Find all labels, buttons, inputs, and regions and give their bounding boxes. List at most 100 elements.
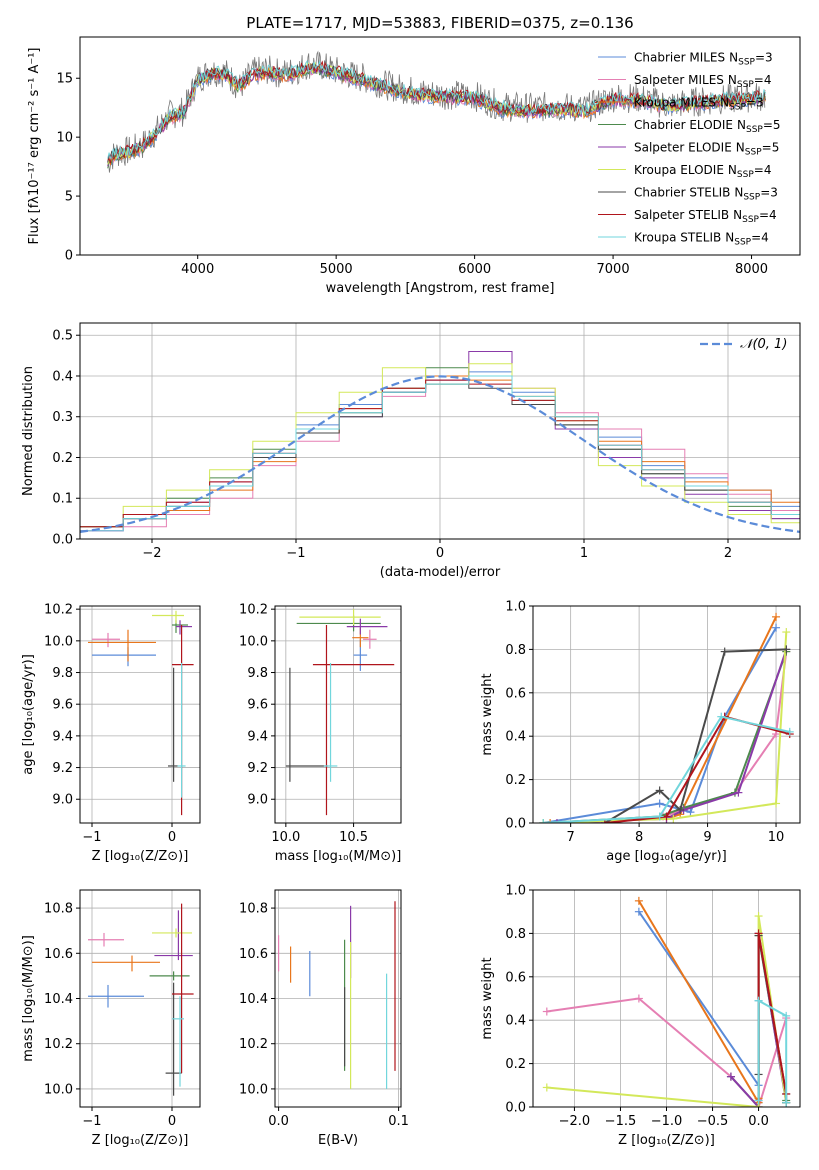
legend-nssp-sub: SSP — [742, 215, 759, 225]
legend-nssp-value: 5 — [773, 118, 781, 132]
spectrum-model-line — [107, 59, 766, 159]
legend-nssp-prefix: N — [734, 186, 743, 200]
gaussian-legend-label: 𝒩(0, 1) — [740, 337, 787, 352]
y-tick-label: 9.0 — [247, 793, 268, 808]
plot-area — [88, 903, 194, 1096]
x-tick-label: 7 — [567, 830, 575, 845]
weight-vs-metallicity-panel: −2.0 −1.5 −1.0 −0.5 0.0 0.0 0.2 0.4 0.6 0.8 1.0 Z [… — [480, 884, 801, 1148]
legend-entry: Salpeter ELODIE NSSP=5 — [634, 141, 779, 158]
y-tick-label: 0.0 — [505, 1101, 526, 1116]
x-tick-label: −1 — [286, 546, 305, 561]
y-axis-label: mass weight — [480, 957, 495, 1039]
x-tick-label: 0 — [168, 830, 176, 845]
legend-model-name: Chabrier STELIB — [634, 186, 730, 200]
mass-weight-line — [543, 715, 790, 823]
y-tick-label: 10.2 — [239, 1037, 268, 1052]
legend-model-name: Kroupa STELIB — [634, 231, 721, 245]
x-tick-label: 10.0 — [271, 830, 300, 845]
mass-weight-line — [543, 651, 788, 823]
y-tick-label: 0.0 — [505, 817, 526, 832]
y-axis-label: Flux [fλ10⁻¹⁷ erg cm⁻² s⁻¹ A⁻¹] — [27, 48, 42, 245]
x-tick-label: 5000 — [320, 262, 353, 277]
legend-nssp-sub: SSP — [734, 238, 751, 248]
y-tick-label: 0.1 — [52, 492, 73, 507]
legend-nssp-prefix: N — [728, 73, 737, 87]
y-tick-label: 10 — [56, 131, 73, 146]
x-tick-label: 0 — [436, 546, 444, 561]
legend-model-name: Kroupa ELODIE — [634, 163, 724, 177]
legend-entry: Kroupa STELIB NSSP=4 — [634, 231, 769, 248]
y-tick-label: 10.4 — [44, 992, 73, 1007]
legend-nssp-prefix: N — [736, 141, 745, 155]
axes-frame — [79, 36, 801, 256]
legend-nssp-eq: = — [759, 208, 769, 222]
plot-area — [80, 351, 800, 533]
y-tick-label: 0.0 — [52, 533, 73, 548]
gaussian-reference-curve — [80, 375, 800, 533]
legend-entry: Salpeter STELIB NSSP=4 — [634, 208, 777, 225]
mass-weight-line — [757, 933, 788, 1101]
y-tick-label: 10.6 — [44, 947, 73, 962]
spectrum-data-line — [107, 50, 766, 173]
y-tick-label: 10.0 — [239, 634, 268, 649]
y-tick-label: 5 — [65, 190, 73, 205]
mass-vs-metallicity-panel: −1 0 10.0 10.2 10.4 10.6 10.8 Z [log₁₀(Z/Z⊙)] ma… — [21, 889, 201, 1148]
residual-histogram-panel: −2 −1 0 1 2 0.0 0.1 0.2 0.3 0.4 0.5 (data-model)/er… — [21, 322, 801, 580]
histogram-step-line — [80, 375, 800, 532]
x-axis-label: Z [log₁₀(Z/Z⊙)] — [92, 849, 189, 864]
x-tick-label: 10 — [768, 830, 785, 845]
x-axis-label: E(B-V) — [318, 1133, 358, 1148]
x-tick-label: −1 — [82, 1114, 101, 1129]
x-tick-label: 4000 — [181, 262, 214, 277]
y-axis-label: Normed distribution — [21, 366, 36, 496]
legend-nssp-sub: SSP — [737, 170, 754, 180]
legend-nssp-value: 4 — [764, 163, 772, 177]
legend-nssp-value: 4 — [761, 231, 769, 245]
legend-entry: Salpeter MILES NSSP=4 — [634, 73, 771, 90]
y-tick-label: 10.8 — [239, 902, 268, 917]
y-tick-label: 9.4 — [247, 729, 268, 744]
legend-entry: Chabrier MILES NSSP=3 — [634, 51, 773, 68]
plot-area — [539, 612, 794, 823]
x-tick-label: 8 — [635, 830, 643, 845]
y-tick-label: 15 — [56, 72, 73, 87]
y-tick-label: 1.0 — [505, 884, 526, 899]
y-tick-label: 10.6 — [239, 947, 268, 962]
legend-entry: Kroupa ELODIE NSSP=4 — [634, 163, 771, 180]
x-tick-label: −1.5 — [605, 1114, 637, 1129]
legend-nssp-value: 5 — [772, 141, 780, 155]
plot-area — [88, 610, 194, 816]
x-tick-label: 0.1 — [388, 1114, 409, 1129]
x-tick-label: −1.0 — [651, 1114, 683, 1129]
legend-nssp-value: 4 — [769, 208, 777, 222]
spectrum-panel: 4000 5000 6000 7000 8000 0 5 10 15 wavelength [An… — [27, 36, 801, 296]
age-vs-mass-panel: 10.0 10.5 9.0 9.2 9.4 9.6 9.8 10.0 10.2 mass [log… — [239, 603, 402, 864]
legend-nssp-value: 3 — [765, 51, 773, 65]
legend-entry: Chabrier STELIB NSSP=3 — [634, 186, 778, 203]
plot-area — [278, 901, 396, 1089]
axes-frame — [532, 605, 801, 824]
y-tick-label: 10.0 — [239, 1082, 268, 1097]
y-tick-label: 10.2 — [44, 1037, 73, 1052]
y-tick-label: 0.2 — [505, 773, 526, 788]
legend-nssp-sub: SSP — [737, 80, 754, 90]
legend-nssp-prefix: N — [729, 51, 738, 65]
y-tick-label: 0 — [65, 249, 73, 264]
mass-weight-line — [638, 900, 760, 1107]
y-tick-label: 1.0 — [505, 600, 526, 615]
y-tick-label: 0.5 — [52, 329, 73, 344]
x-tick-label: −2.0 — [559, 1114, 591, 1129]
legend-nssp-sub: SSP — [745, 148, 762, 158]
legend-nssp-sub: SSP — [729, 103, 746, 113]
x-axis-label: (data-model)/error — [380, 565, 501, 580]
legend-nssp-prefix: N — [720, 96, 729, 110]
legend-nssp-eq: = — [760, 186, 770, 200]
legend-nssp-eq: = — [746, 96, 756, 110]
x-tick-label: −0.5 — [697, 1114, 729, 1129]
figure-title: PLATE=1717, MJD=53883, FIBERID=0375, z=0… — [246, 14, 633, 32]
legend-model-name: Salpeter STELIB — [634, 208, 729, 222]
y-tick-label: 9.2 — [247, 761, 268, 776]
y-tick-label: 0.4 — [505, 730, 526, 745]
x-tick-label: 7000 — [597, 262, 630, 277]
